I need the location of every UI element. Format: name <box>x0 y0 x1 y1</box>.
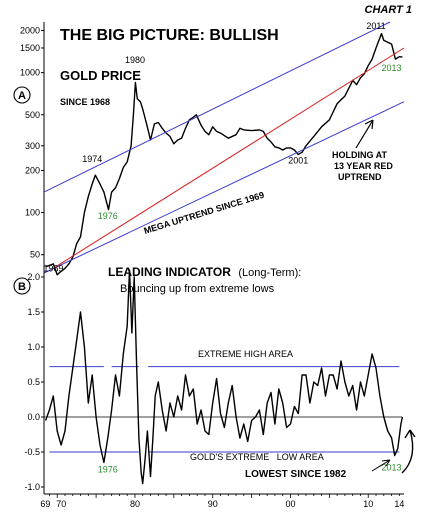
panel-b-title-main: LEADING INDICATOR <box>108 265 231 279</box>
panel-b-subtitle: Bouncing up from extreme lows <box>120 283 275 295</box>
bounce-arrow <box>401 429 416 474</box>
holding-line-2: 13 YEAR RED <box>334 161 393 171</box>
panel-a-point-labels: 1969 1974 1976 1980 2001 2011 2013 <box>43 21 401 273</box>
y-tick-label: -1.0 <box>24 482 40 492</box>
holding-line-3: UPTREND <box>338 172 382 182</box>
lowest-arrow <box>371 459 391 472</box>
panel-b-point-labels: 1976 2013 <box>98 462 402 474</box>
channel-upper-line <box>43 21 391 193</box>
panel-a-badge: A <box>13 86 31 104</box>
x-tick-label: 80 <box>130 499 140 509</box>
y-tick-label: -0.5 <box>24 447 40 457</box>
low-year-label-1976: 1976 <box>98 465 118 475</box>
leading-indicator-line <box>44 269 404 485</box>
panel-a-title: THE BIG PICTURE: BULLISH <box>60 27 279 44</box>
y-tick-label: 2.0 <box>27 272 40 282</box>
x-axis: 69 70 80 90 00 10 14 <box>40 494 404 509</box>
panel-a-letter: A <box>18 90 26 102</box>
gold-price-line <box>45 32 403 276</box>
red-uptrend-line <box>53 47 405 269</box>
year-label-1969: 1969 <box>43 263 63 273</box>
year-label-1974: 1974 <box>82 154 102 164</box>
panel-a-y-axis: 50 100 200 300 500 1000 1500 2000 <box>20 25 44 260</box>
gold-series-label: GOLD PRICE <box>60 68 141 83</box>
panel-b-y-axis: -1.0 -0.5 0.0 0.5 1.0 1.5 2.0 <box>24 272 44 492</box>
year-label-2011: 2011 <box>366 21 385 31</box>
year-label-1976: 1976 <box>98 211 118 221</box>
chart-number-label: CHART 1 <box>365 4 412 16</box>
channel-lower-line <box>43 101 405 274</box>
year-label-1980: 1980 <box>125 55 145 65</box>
year-label-2013: 2013 <box>382 63 402 73</box>
y-tick-label: 1500 <box>20 43 40 53</box>
y-tick-label: 1.5 <box>27 307 40 317</box>
x-tick-label: 69 <box>40 499 50 509</box>
y-tick-label: 200 <box>25 165 40 175</box>
panel-b-letter: B <box>18 281 26 293</box>
year-label-2001: 2001 <box>288 155 308 165</box>
panel-b-title: LEADING INDICATOR (Long-Term): <box>108 263 301 280</box>
x-tick-label: 90 <box>208 499 218 509</box>
y-tick-label: 0.0 <box>27 412 40 422</box>
y-tick-label: 1000 <box>20 68 40 78</box>
panel-a-plot <box>43 21 405 276</box>
x-tick-label: 10 <box>363 499 373 509</box>
holding-arrow <box>355 119 374 149</box>
y-tick-label: 1.0 <box>27 342 40 352</box>
panel-b-title-suffix: (Long-Term): <box>238 267 301 279</box>
gold-series-sublabel: SINCE 1968 <box>60 97 110 107</box>
y-tick-label: 300 <box>25 141 40 151</box>
y-tick-label: 2000 <box>20 25 40 35</box>
y-tick-label: 100 <box>25 208 40 218</box>
y-tick-label: 500 <box>25 110 40 120</box>
holding-line-1: HOLDING AT <box>332 150 387 160</box>
x-tick-label: 00 <box>285 499 295 509</box>
low-year-label-2013: 2013 <box>382 462 402 472</box>
panel-b-badge: B <box>13 277 31 295</box>
x-tick-label: 14 <box>394 499 404 509</box>
y-tick-label: 50 <box>30 250 40 260</box>
x-tick-label: 70 <box>56 499 66 509</box>
extreme-low-label: GOLD'S EXTREME LOW AREA <box>190 452 324 462</box>
extreme-high-label: EXTREME HIGH AREA <box>198 349 293 359</box>
y-tick-label: 0.5 <box>27 377 40 387</box>
lowest-since-label: LOWEST SINCE 1982 <box>245 469 347 480</box>
